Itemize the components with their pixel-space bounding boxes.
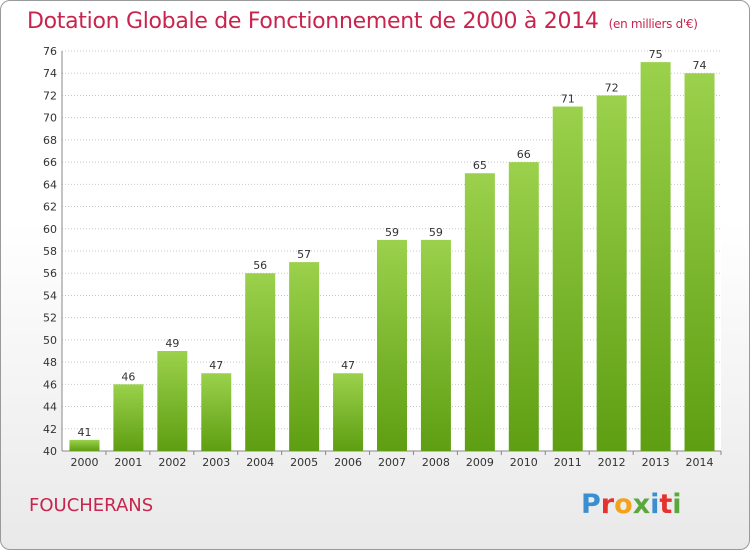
y-tick-label: 68: [43, 134, 57, 147]
bar: [201, 373, 232, 451]
bar-value-label: 74: [693, 59, 707, 72]
bar-value-label: 65: [473, 159, 487, 172]
logo-letter: i: [650, 489, 660, 520]
y-tick-label: 76: [43, 45, 57, 58]
bar-value-label: 57: [297, 248, 311, 261]
bar-value-label: 49: [165, 337, 179, 350]
y-tick-label: 44: [43, 401, 57, 414]
bar-value-label: 56: [253, 259, 267, 272]
x-tick-label: 2004: [246, 456, 274, 469]
logo-letter: r: [600, 489, 615, 520]
bar-value-label: 75: [649, 48, 663, 61]
y-tick-label: 56: [43, 267, 57, 280]
bar: [289, 262, 320, 451]
bar: [157, 351, 188, 451]
y-tick-label: 74: [43, 67, 57, 80]
x-tick-label: 2000: [70, 456, 98, 469]
bar: [333, 373, 364, 451]
x-tick-label: 2002: [158, 456, 186, 469]
x-tick-label: 2012: [598, 456, 626, 469]
bar: [377, 239, 407, 451]
y-tick-label: 42: [43, 423, 57, 436]
y-tick-label: 60: [43, 223, 57, 236]
logo-letter: t: [659, 489, 673, 520]
y-tick-label: 72: [43, 89, 57, 102]
y-tick-label: 58: [43, 245, 57, 258]
bar-value-label: 59: [429, 226, 443, 239]
logo-letter: i: [672, 489, 682, 520]
y-tick-label: 62: [43, 201, 57, 214]
bar-value-label: 41: [77, 426, 91, 439]
x-tick-label: 2009: [466, 456, 494, 469]
x-tick-label: 2001: [114, 456, 142, 469]
x-tick-label: 2007: [378, 456, 406, 469]
bar-chart: 40 42 44 46 48 50 52 54 56 58 60 62 64 66 68 70 72 74 76 41…: [43, 45, 722, 469]
x-tick-label: 2010: [510, 456, 538, 469]
bar-value-label: 47: [341, 359, 355, 372]
y-tick-label: 70: [43, 112, 57, 125]
y-tick-label: 40: [43, 445, 57, 458]
bar: [508, 162, 539, 451]
logo-letter: x: [632, 489, 651, 520]
bar: [684, 73, 715, 451]
bar: [552, 106, 583, 452]
x-tick-label: 2013: [642, 456, 670, 469]
bars: [69, 62, 715, 452]
chart-title: Dotation Globale de Fonctionnement de 20…: [27, 9, 698, 34]
x-tick-label: 2014: [686, 456, 714, 469]
chart-title-text: Dotation Globale de Fonctionnement de 20…: [27, 9, 599, 34]
proxiti-logo: Proxiti: [581, 489, 682, 520]
x-tick-label: 2005: [290, 456, 318, 469]
bar-value-label: 46: [121, 370, 135, 383]
bar: [596, 95, 627, 451]
y-tick-label: 64: [43, 178, 57, 191]
x-tick-label: 2011: [554, 456, 582, 469]
chart-unit: (en milliers d'€): [608, 17, 698, 31]
logo-letter: o: [614, 489, 633, 520]
y-tick-label: 66: [43, 156, 57, 169]
labels: 40 42 44 46 48 50 52 54 56 58 60 62 64 66 68 70 72 74 76 41…: [43, 45, 714, 469]
bar-value-label: 72: [605, 81, 619, 94]
bar: [113, 384, 144, 451]
y-tick-label: 46: [43, 378, 57, 391]
bar: [245, 273, 276, 451]
bar-value-label: 47: [209, 359, 223, 372]
x-tick-label: 2006: [334, 456, 362, 469]
y-tick-label: 54: [43, 289, 57, 302]
logo-letter: P: [581, 489, 601, 520]
y-tick-label: 50: [43, 334, 57, 347]
bar-value-label: 71: [561, 93, 575, 106]
bar: [69, 439, 100, 451]
x-tick-label: 2008: [422, 456, 450, 469]
bar: [640, 62, 671, 451]
commune-name: FOUCHERANS: [29, 495, 154, 516]
y-tick-label: 48: [43, 356, 57, 369]
bar: [464, 173, 495, 451]
bar: [420, 239, 451, 451]
x-tick-label: 2003: [202, 456, 230, 469]
y-tick-label: 52: [43, 312, 57, 325]
bar-value-label: 59: [385, 226, 399, 239]
bar-value-label: 66: [517, 148, 531, 161]
